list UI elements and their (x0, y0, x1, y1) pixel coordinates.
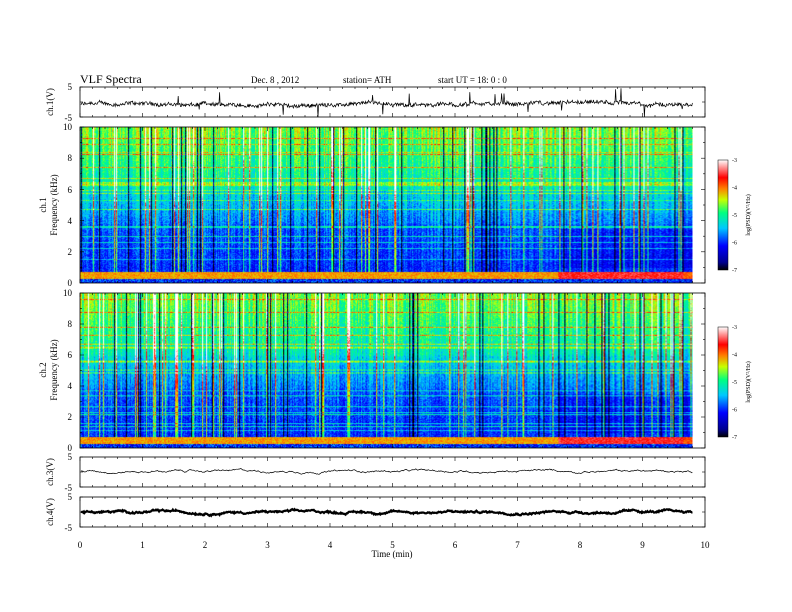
ch1-colorbar-tick: -7 (732, 268, 737, 274)
ch2-spec-ytick-6: 6 (68, 350, 73, 360)
ch2-spectrogram-image (80, 293, 693, 448)
x-tick-label: 6 (453, 540, 458, 550)
ch1-colorbar-label: log(PSD)(V²/Hz) (745, 194, 752, 235)
x-tick-label: 9 (640, 540, 645, 550)
x-tick-label: 5 (390, 540, 395, 550)
x-tick-label: 10 (701, 540, 711, 550)
ch1-colorbar-tick: -3 (732, 158, 737, 164)
ch2-colorbar-label: log(PSD)(V²/Hz) (745, 361, 752, 402)
ch1-colorbar: -3 -4 -5 -6 -7 log(PSD)(V²/Hz) (717, 158, 752, 274)
ch2-spec-ylabel-frequency: Frequency (kHz) (49, 339, 59, 400)
ch1-spec-ylabel-channel: ch.1 (38, 197, 48, 212)
ch1-spec-ytick-0: 0 (68, 278, 73, 288)
ch1-spec-ylabel-frequency: Frequency (kHz) (49, 174, 59, 235)
ch4-wave-ylabel: ch.4(V) (45, 498, 55, 526)
ch2-spec-ytick-10: 10 (63, 288, 73, 298)
ch3-waveform-frame (79, 456, 706, 488)
ch1-colorbar-scale (717, 159, 729, 271)
ch2-colorbar-tick: -4 (732, 353, 737, 359)
ch1-spec-ytick-8: 8 (68, 153, 73, 163)
ch2-colorbar-tick: -3 (732, 325, 737, 331)
x-tick-label: 0 (78, 540, 83, 550)
ch1-spec-ytick-6: 6 (68, 185, 73, 195)
ch1-wave-ylabel: ch.1(V) (45, 88, 55, 116)
ch1-wave-ytick-top: 5 (68, 82, 73, 92)
x-tick-label: 7 (515, 540, 520, 550)
x-axis-label: Time (min) (372, 549, 413, 559)
ch2-spec-ytick-8: 8 (68, 319, 73, 329)
x-tick-label: 8 (578, 540, 583, 550)
ch2-colorbar-tick: -5 (732, 380, 737, 386)
ch2-spec-ytick-0: 0 (68, 443, 73, 453)
ch1-wave-ytick-bottom: -5 (65, 113, 73, 123)
ch1-colorbar-tick: -6 (732, 241, 737, 247)
ch2-colorbar-tick: -6 (732, 408, 737, 414)
ch1-waveform-frame (79, 86, 706, 118)
ch2-spec-ytick-4: 4 (68, 381, 73, 391)
ch2-colorbar-tick: -7 (732, 435, 737, 441)
figure-title: VLF Spectra (80, 72, 142, 86)
ch1-spectrogram-image (80, 127, 693, 283)
ch1-spec-ytick-2: 2 (68, 247, 73, 257)
x-tick-label: 1 (140, 540, 145, 550)
x-tick-label: 3 (265, 540, 270, 550)
ch2-colorbar-scale (717, 326, 729, 438)
ch1-spec-ytick-4: 4 (68, 216, 73, 226)
ch4-wave-ytick-top: 5 (68, 492, 73, 502)
ch1-colorbar-tick: -5 (732, 213, 737, 219)
x-tick-label: 4 (328, 540, 333, 550)
ch2-colorbar: -3 -4 -5 -6 -7 log(PSD)(V²/Hz) (717, 325, 752, 441)
ch4-waveform-trace (80, 507, 693, 518)
ch3-waveform-trace (80, 468, 693, 475)
ch1-colorbar-tick: -4 (732, 186, 737, 192)
ch2-spec-ytick-2: 2 (68, 412, 73, 422)
ch1-waveform-trace (80, 88, 693, 118)
ch3-wave-ytick-top: 5 (68, 452, 73, 462)
date-label: Dec. 8 , 2012 (251, 75, 299, 85)
ch3-wave-ytick-bottom: -5 (65, 483, 73, 493)
x-tick-label: 2 (203, 540, 208, 550)
start-time-label: start UT = 18: 0 : 0 (438, 75, 507, 85)
ch4-wave-ytick-bottom: -5 (65, 523, 73, 533)
ch3-wave-ylabel: ch.3(V) (45, 458, 55, 486)
ch2-spec-ylabel-channel: ch.2 (38, 362, 48, 377)
tick-marks (79, 86, 706, 528)
station-label: station= ATH (343, 75, 392, 85)
ch1-spec-ytick-10: 10 (63, 122, 73, 132)
x-tick-labels: 0 1 2 3 4 5 6 7 8 9 10 (78, 540, 710, 550)
